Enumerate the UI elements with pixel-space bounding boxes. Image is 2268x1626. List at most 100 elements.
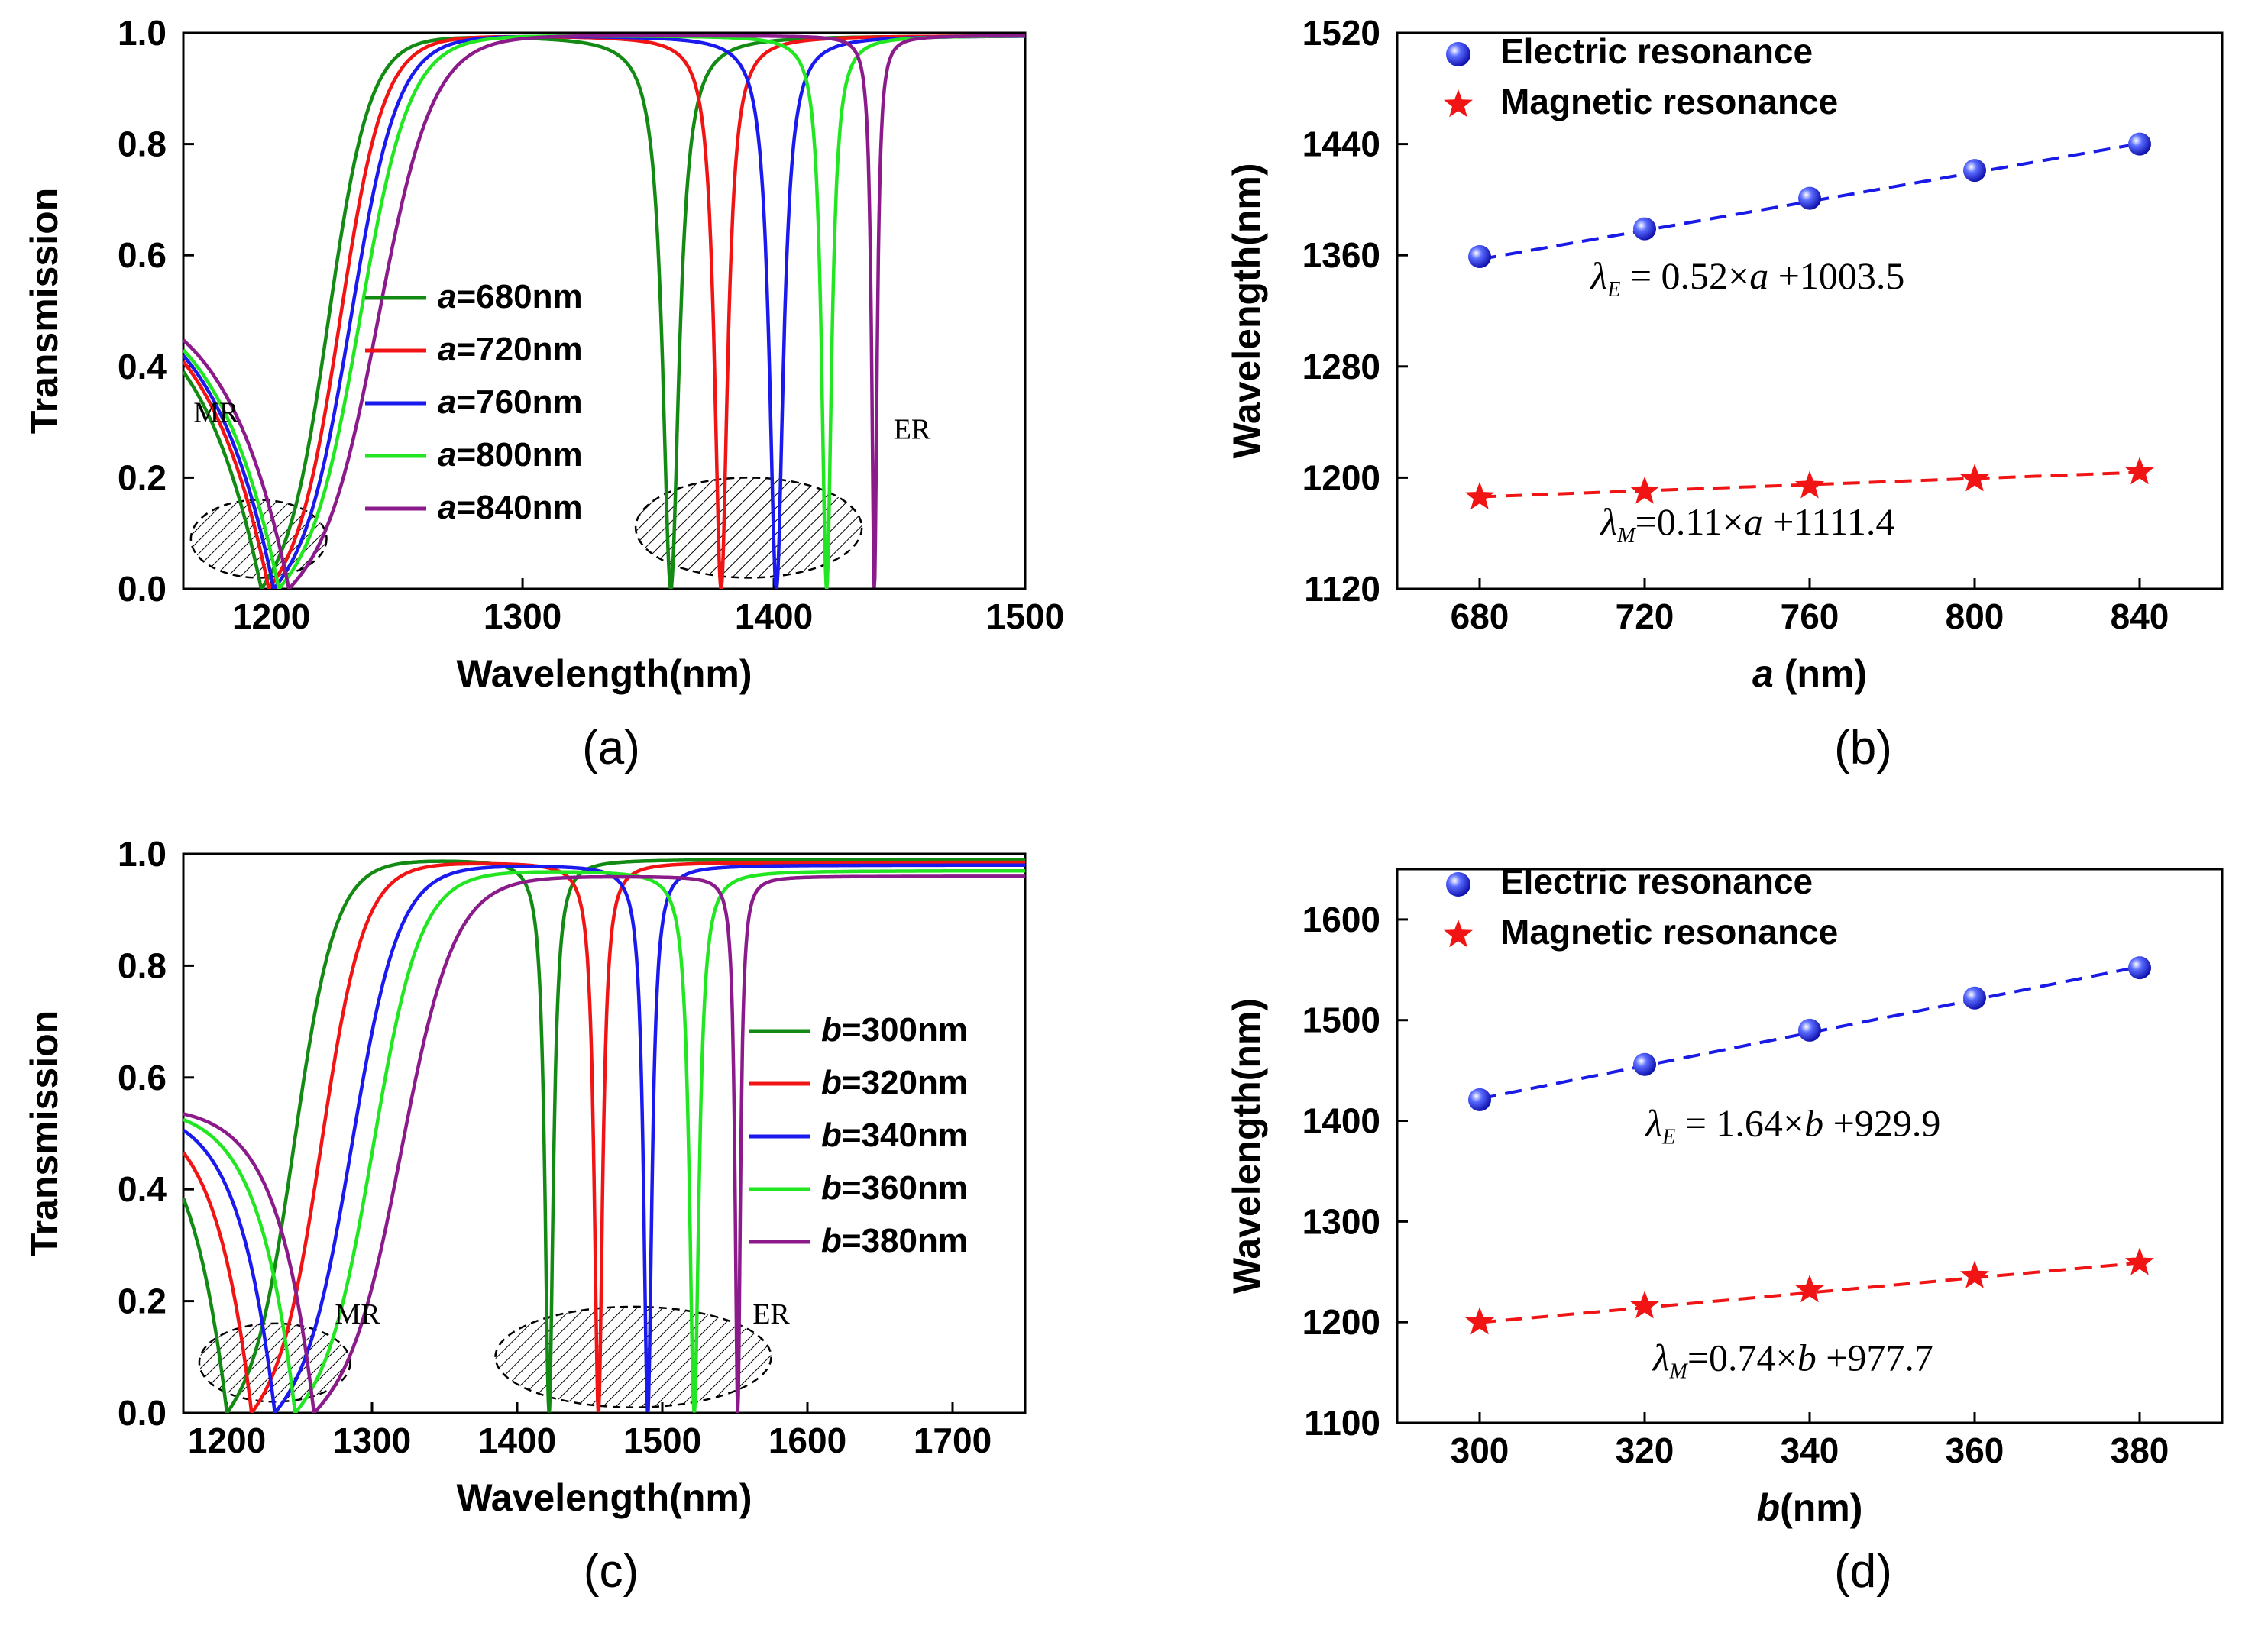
data-point-electric [1963,986,1986,1010]
x-tick-label: 1400 [735,596,813,636]
data-point-magnetic [1795,470,1824,499]
y-tick-label: 1.0 [118,834,167,874]
data-point-magnetic [1795,1275,1824,1303]
fit-equation: λM=0.11×a +1111.4 [1600,500,1895,548]
x-axis-label: Wavelength(nm) [456,652,752,695]
x-axis-label: b(nm) [1757,1486,1863,1529]
y-tick-label: 1440 [1302,124,1380,164]
series-line [183,858,1025,1413]
legend-entry: a=720nm [438,331,583,368]
series-line [183,874,1025,1413]
series-line [183,34,1025,589]
data-point-electric [1798,1018,1821,1042]
panel-a-chart: 1200 1300 1400 1500 0.0 0.2 0.4 0.6 0.8 1.0 Wavele… [23,13,1064,774]
plot-frame [182,31,1027,590]
y-tick-label: 0.2 [118,457,167,497]
y-tick-label: 1120 [1304,569,1380,609]
legend-entry: b=320nm [821,1064,968,1101]
x-tick-label: 380 [2111,1430,2169,1470]
annotation-label: ER [752,1298,790,1330]
legend-entry: b=380nm [821,1222,968,1259]
legend-marker [1446,872,1470,897]
y-tick-label: 1280 [1302,347,1380,386]
series-line [183,860,1025,1413]
y-tick-label: 0.4 [118,1169,167,1209]
panel-c-chart: 1200 1300 1400 1500 1600 1700 0.0 0.2 0.4 0.6 0.8 1… [23,834,1027,1598]
data-point-magnetic [2125,1247,2154,1275]
panel-caption: (c) [584,1545,639,1598]
x-tick-label: 1300 [484,596,561,636]
series-line [183,34,1025,589]
legend-entry: a=760nm [438,383,583,421]
y-tick-label: 1500 [1302,1000,1380,1040]
x-axis-label: a (nm) [1752,652,1867,695]
y-tick-label: 1360 [1302,235,1380,275]
x-tick-label: 1500 [623,1421,701,1460]
y-tick-label: 1300 [1302,1201,1380,1241]
x-tick-label: 360 [1946,1430,2004,1470]
panel-caption: (b) [1834,722,1892,774]
x-tick-label: 300 [1451,1430,1509,1470]
x-tick-label: 1700 [914,1421,992,1460]
y-axis-label: Transmission [23,1010,66,1256]
y-tick-label: 0.6 [118,1058,167,1097]
data-point-magnetic [1630,1291,1659,1319]
x-tick-label: 840 [2111,596,2169,636]
x-tick-label: 320 [1616,1430,1674,1470]
y-tick-label: 0.2 [118,1282,167,1321]
data-point-electric [2128,132,2151,156]
x-axis-label: Wavelength(nm) [456,1476,752,1519]
series-line [183,34,1025,589]
fit-equation: λE = 0.52×a +1003.5 [1590,254,1905,302]
y-tick-label: 1200 [1302,1302,1380,1342]
annotation-label: ER [894,413,931,445]
y-tick-label: 1.0 [118,13,167,53]
data-point-magnetic [1465,481,1494,510]
plot-frame [182,852,1027,1414]
series-line [183,34,1025,589]
x-tick-label: 1300 [333,1421,411,1460]
data-point-electric [2128,956,2151,980]
y-tick-label: 1200 [1302,457,1380,497]
resonance-region [634,477,863,579]
fit-equation: λE = 1.64×b +929.9 [1644,1101,1940,1149]
y-axis-label: Wavelength(nm) [1225,163,1268,458]
x-tick-label: 1200 [188,1421,266,1460]
fit-line [1479,965,2140,1101]
x-tick-label: 680 [1451,596,1509,636]
y-tick-label: 1600 [1302,900,1380,939]
legend-entry: Magnetic resonance [1500,912,1838,952]
data-point-electric [1468,1088,1491,1111]
legend-marker [1444,920,1473,948]
x-tick-label: 760 [1781,596,1839,636]
legend-entry: b=360nm [821,1169,968,1207]
data-point-magnetic [1960,464,1989,492]
resonance-region [494,1305,772,1408]
x-tick-label: 1500 [986,596,1064,636]
annotation-label: MR [193,397,239,429]
x-tick-label: 1600 [768,1421,846,1460]
y-tick-label: 0.0 [118,569,167,609]
y-tick-label: 0.8 [118,124,167,164]
data-point-magnetic [1465,1307,1494,1335]
fit-line [1479,142,2140,261]
x-tick-label: 1400 [478,1421,556,1460]
y-tick-label: 0.4 [118,347,167,386]
series-line [183,34,1025,589]
legend-marker [1444,89,1473,118]
panel-b-chart: 680 720 760 800 840 1120 1200 1280 1360 1440 1520 a… [1225,13,2224,774]
x-tick-label: 1200 [232,596,310,636]
fit-line [1479,1261,2140,1324]
data-point-magnetic [2125,457,2154,485]
legend-entry: a=800nm [438,436,583,474]
data-point-magnetic [1960,1260,1989,1288]
data-point-electric [1963,159,1986,183]
legend-entry: Electric resonance [1500,861,1813,901]
panel-caption: (a) [582,722,640,774]
fit-equation: λM=0.74×b +977.7 [1652,1336,1933,1383]
x-tick-label: 800 [1946,596,2004,636]
y-tick-label: 1520 [1302,13,1380,53]
legend-entry: a=680nm [438,278,583,315]
data-point-electric [1798,186,1821,210]
